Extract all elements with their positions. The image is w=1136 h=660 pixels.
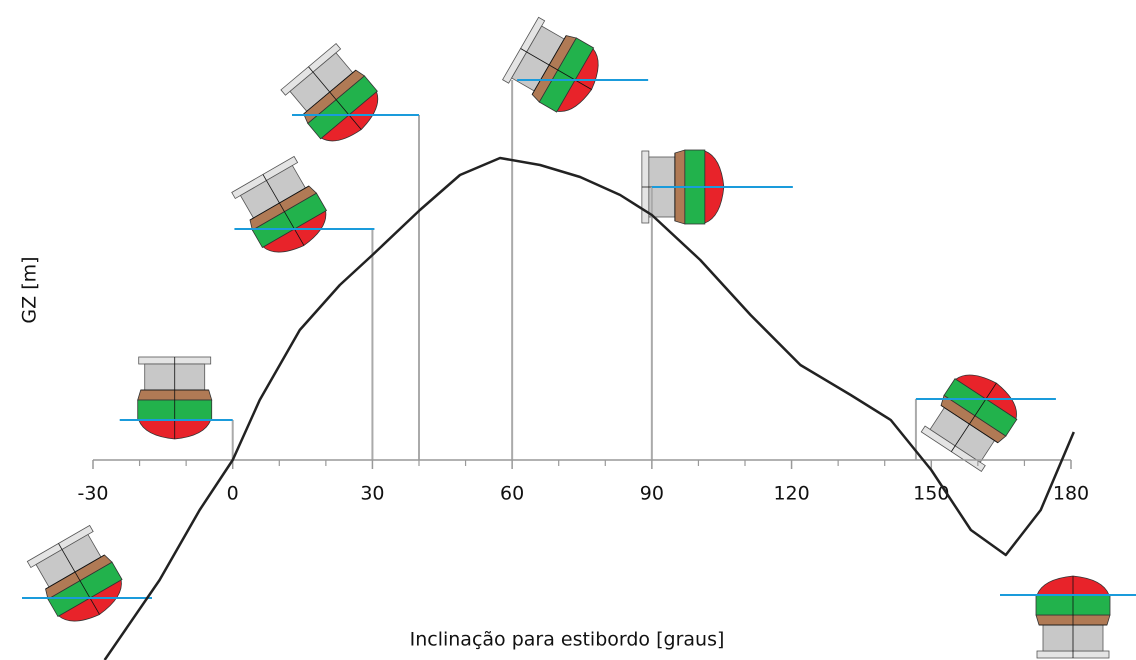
page: {"chart_data": {"type": "line", "x_label… [0,0,1136,660]
x-tick-label: 0 [227,483,239,505]
boat [231,156,336,264]
boat-illustrations [26,16,1110,658]
x-axis-label: Inclinação para estibordo [graus] [410,629,725,651]
boat [502,16,610,121]
x-tick-label: 150 [913,483,949,505]
boat [920,363,1027,472]
gz-curve [105,158,1074,660]
boat [26,525,131,633]
y-axis-label: GZ [m] [19,256,41,323]
boat [1036,576,1110,658]
x-tick-label: 120 [773,483,809,505]
x-tick-label: 60 [500,483,524,505]
x-tick-label: 90 [640,483,664,505]
chart: Inclinação para estibordo [graus] GZ [m]… [0,0,1136,660]
boat [138,357,212,439]
x-tick-label: 30 [360,483,384,505]
boat [280,43,389,153]
x-tick-label: -30 [77,483,108,505]
x-tick-label: 180 [1053,483,1089,505]
